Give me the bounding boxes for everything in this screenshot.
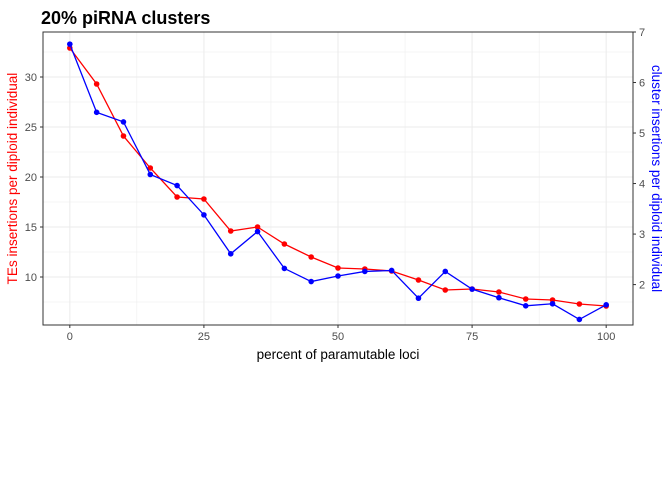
cluster-insertions-point (469, 286, 475, 292)
cluster-insertions-point (603, 301, 609, 308)
x-tick-label: 25 (198, 331, 210, 343)
y-right-tick-label: 4 (639, 179, 645, 191)
te-insertions-point (147, 165, 154, 171)
cluster-insertions-point (576, 316, 583, 323)
cluster-insertions-point (201, 212, 207, 218)
grid (43, 32, 633, 325)
y-right-tick-label: 3 (639, 229, 645, 241)
cluster-insertions-point (415, 295, 422, 302)
cluster-insertions-point (308, 278, 314, 285)
y-right-tick-label: 5 (639, 128, 645, 140)
y-right-tick-label: 6 (639, 78, 645, 90)
te-insertions-point (227, 228, 234, 234)
cluster-insertions-point (549, 300, 556, 307)
x-tick-label: 100 (597, 331, 615, 343)
te-insertions-point (93, 81, 100, 87)
te-insertions-point (496, 289, 502, 295)
x-axis-title: percent of paramutable loci (257, 347, 420, 362)
cluster-insertions-point (93, 109, 100, 116)
cluster-insertions-point (281, 265, 288, 272)
y-left-tick-label: 20 (25, 172, 37, 184)
cluster-insertions-point (174, 182, 180, 189)
cluster-insertions-point (254, 228, 261, 235)
y-left-tick-label: 25 (25, 122, 37, 134)
chart-title: 20% piRNA clusters (41, 8, 210, 28)
te-insertions-point (281, 241, 288, 247)
te-insertions-point (174, 194, 180, 200)
cluster-insertions-point (388, 267, 395, 274)
cluster-insertions-point (227, 250, 234, 257)
te-insertions-point (201, 196, 207, 202)
te-insertions-point (415, 277, 422, 283)
te-insertions-point (335, 265, 341, 271)
y-right-tick-label: 2 (639, 280, 645, 292)
te-insertions-point (442, 287, 449, 293)
cluster-insertions-point (522, 303, 529, 309)
x-tick-label: 75 (466, 331, 478, 343)
y-left-tick-label: 15 (25, 222, 37, 234)
cluster-insertions-point (120, 119, 127, 125)
te-insertions-point (254, 224, 261, 230)
cluster-insertions-point (362, 268, 368, 275)
cluster-insertions-point (147, 171, 154, 178)
x-tick-label: 50 (332, 331, 344, 343)
y-axis-left-title: TEs insertions per diploid individual (5, 73, 20, 285)
cluster-insertions-point (496, 294, 502, 301)
cluster-insertions-point (442, 268, 449, 275)
te-insertions-point (120, 133, 127, 139)
cluster-insertions-point (335, 273, 341, 279)
axes: 0 25 50 75 100 10 15 20 25 30 2 3 4 5 6 7 (25, 27, 645, 343)
y-right-tick-label: 7 (639, 27, 645, 39)
te-insertions-point (576, 301, 583, 307)
te-insertions-point (522, 296, 529, 302)
x-tick-label: 0 (67, 331, 73, 343)
y-left-tick-label: 10 (25, 272, 37, 284)
series-layer (67, 41, 609, 323)
y-axis-right-title: cluster insertions per diploid individua… (649, 65, 664, 292)
y-left-tick-label: 30 (25, 72, 37, 84)
cluster-insertions-point (67, 41, 73, 47)
te-insertions-point (308, 254, 314, 260)
